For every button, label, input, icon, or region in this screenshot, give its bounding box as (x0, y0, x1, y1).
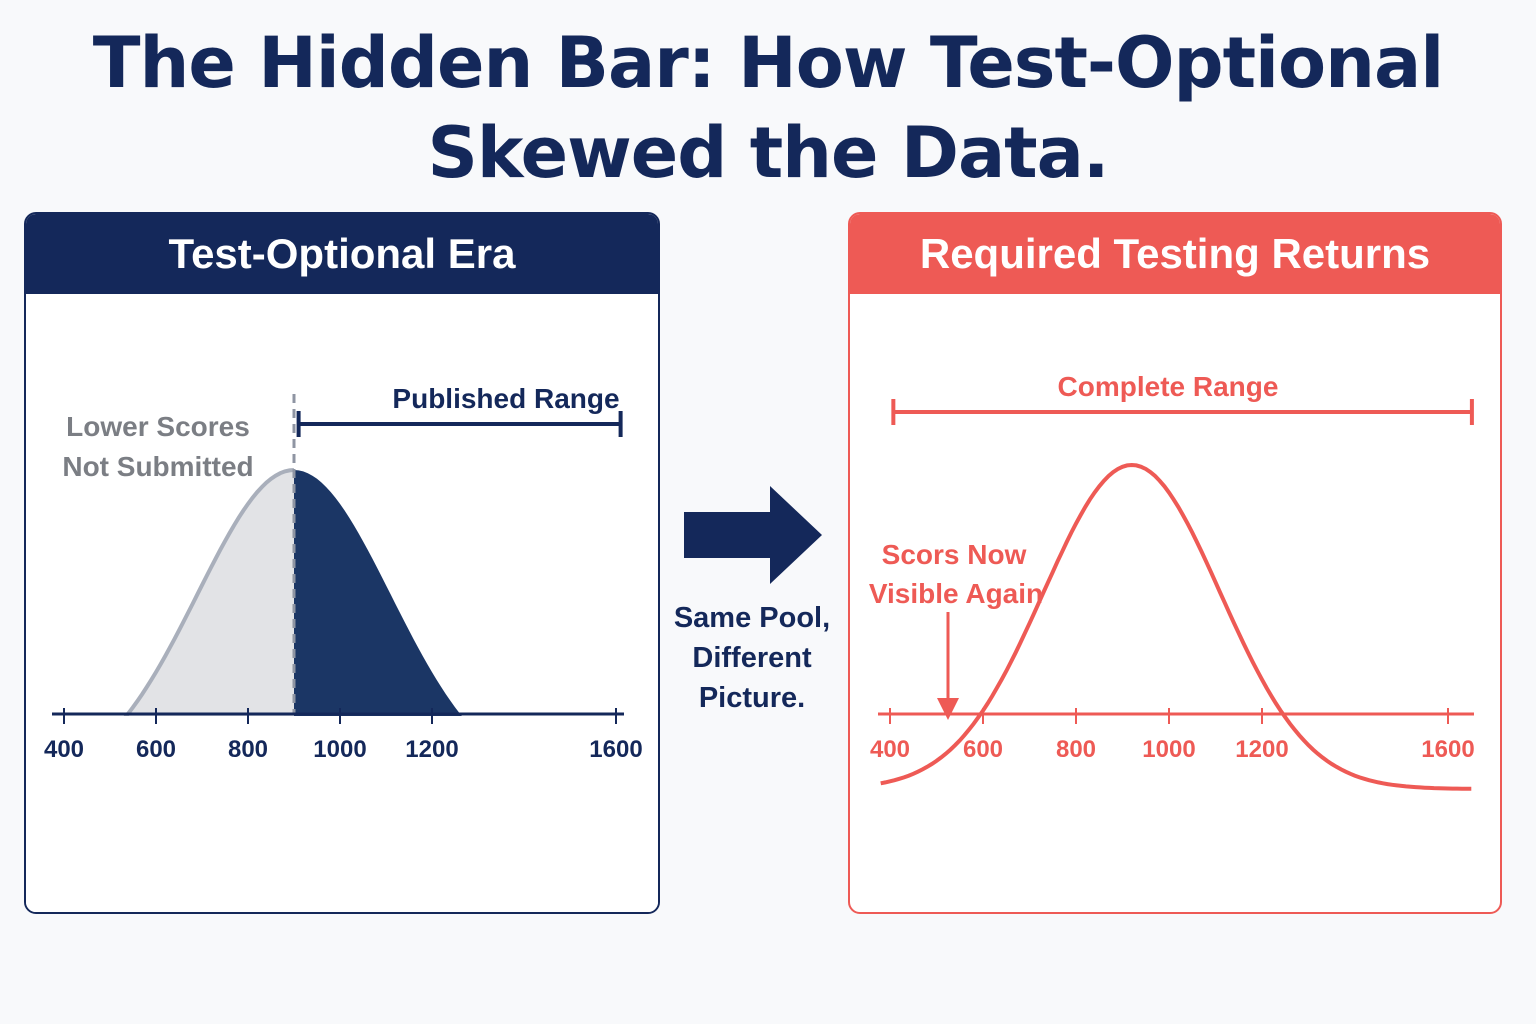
x-tick-label: 1000 (1142, 736, 1195, 763)
same-pool-caption: Same Pool, Different Picture. (660, 598, 844, 718)
x-tick-label: 1600 (589, 736, 642, 763)
test-optional-chart: Published Range Lower Scores Not Submitt… (26, 383, 658, 912)
test-optional-era-panel: Test-Optional Era Published Range Lower … (24, 212, 660, 914)
x-tick-label: 400 (870, 736, 910, 763)
caption-line-2: Different (692, 642, 812, 674)
x-tick-label: 1200 (1235, 736, 1288, 763)
score-distribution-curve (880, 462, 1472, 791)
down-arrow-icon (937, 612, 959, 720)
x-tick-label: 600 (136, 736, 176, 763)
x-tick-label: 400 (44, 736, 84, 763)
complete-range-label: Complete Range (1058, 371, 1279, 402)
right-arrow-icon (680, 486, 826, 591)
caption-line-1: Same Pool, (673, 602, 831, 634)
x-tick-label: 1600 (1421, 736, 1474, 763)
x-tick-label: 800 (1056, 736, 1096, 763)
required-testing-header: Required Testing Returns (850, 214, 1500, 294)
lower-scores-label-line-1: Lower Scores (66, 411, 250, 442)
published-range-label: Published Range (392, 383, 619, 414)
x-tick-label: 600 (963, 736, 1003, 763)
page-title: The Hidden Bar: How Test-Optional Skewed… (0, 18, 1536, 198)
test-optional-era-header: Test-Optional Era (26, 214, 658, 294)
title-line-2: Skewed the Data. (427, 112, 1110, 194)
x-tick-label: 1200 (405, 736, 458, 763)
required-testing-panel: Required Testing Returns Complete Range … (848, 212, 1502, 914)
required-testing-chart: Complete Range Scors Now Visible Again 4… (869, 371, 1475, 791)
callout-label-line-2: Visible Again (869, 578, 1043, 609)
caption-line-3: Picture. (698, 682, 806, 714)
below-axis-mask (26, 716, 658, 912)
x-tick-label: 1000 (313, 736, 366, 763)
title-line-1: The Hidden Bar: How Test-Optional (92, 22, 1444, 104)
x-tick-label: 800 (228, 736, 268, 763)
callout-label-line-1: Scors Now (882, 539, 1027, 570)
lower-scores-label-line-2: Not Submitted (62, 451, 253, 482)
